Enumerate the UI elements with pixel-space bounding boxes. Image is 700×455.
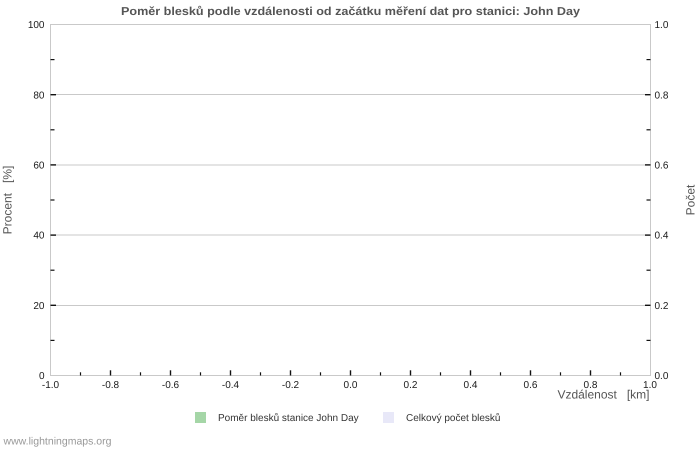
svg-text:0.8: 0.8 (584, 380, 598, 391)
svg-text:1.0: 1.0 (643, 380, 657, 391)
svg-text:1.0: 1.0 (655, 20, 669, 31)
svg-text:40: 40 (33, 231, 45, 242)
svg-text:100: 100 (28, 20, 45, 31)
svg-text:-0.8: -0.8 (102, 380, 120, 391)
svg-text:Celkový počet blesků: Celkový počet blesků (406, 412, 501, 424)
svg-text:-0.2: -0.2 (282, 380, 300, 391)
svg-text:Vzdálenost [km]: Vzdálenost [km] (557, 388, 649, 402)
svg-text:0.2: 0.2 (404, 380, 418, 391)
svg-text:0.6: 0.6 (524, 380, 538, 391)
svg-text:Počet: Počet (684, 184, 698, 215)
svg-text:Poměr blesků stanice John Day: Poměr blesků stanice John Day (218, 412, 359, 424)
svg-text:-0.6: -0.6 (162, 380, 180, 391)
svg-text:0.0: 0.0 (655, 371, 669, 382)
svg-text:Poměr blesků podle vzdálenosti: Poměr blesků podle vzdálenosti od začátk… (121, 5, 581, 18)
svg-text:0.6: 0.6 (655, 161, 669, 172)
svg-text:0.0: 0.0 (344, 380, 358, 391)
svg-text:0.4: 0.4 (464, 380, 478, 391)
svg-text:0.4: 0.4 (655, 231, 669, 242)
svg-text:-1.0: -1.0 (42, 380, 60, 391)
svg-text:www.lightningmaps.org: www.lightningmaps.org (3, 436, 112, 448)
svg-text:0.2: 0.2 (655, 301, 669, 312)
svg-text:0: 0 (39, 371, 45, 382)
svg-text:Procent [%]: Procent [%] (1, 166, 15, 235)
svg-text:0.8: 0.8 (655, 90, 669, 101)
svg-text:80: 80 (33, 90, 45, 101)
svg-text:20: 20 (33, 301, 45, 312)
svg-text:60: 60 (33, 161, 45, 172)
svg-text:-0.4: -0.4 (222, 380, 240, 391)
